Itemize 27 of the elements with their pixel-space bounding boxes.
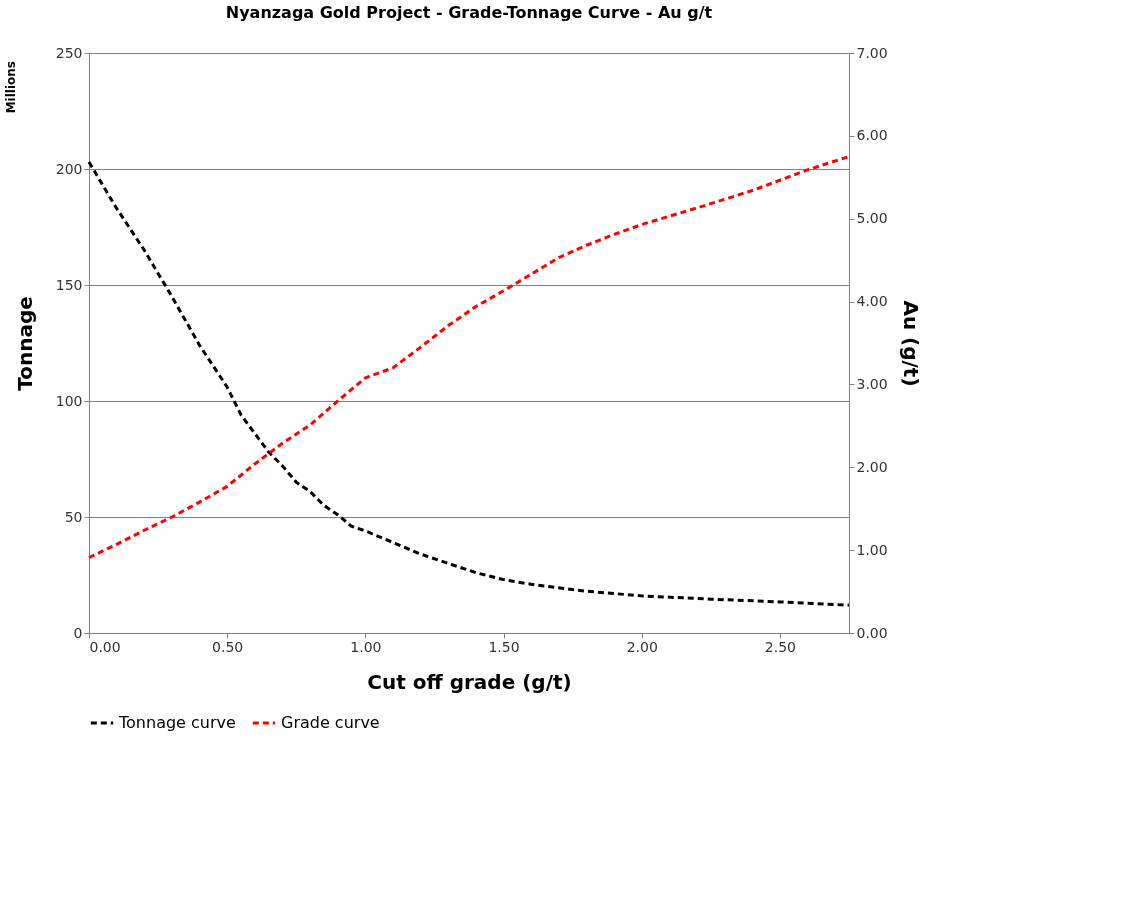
y-tick-label: 0: [73, 624, 83, 641]
y-tick-label: 100: [55, 392, 83, 409]
x-tick-label: 2.50: [764, 638, 796, 655]
y2-axis-title: Au (g/t): [898, 300, 923, 387]
y2-tick-label: 6.00: [856, 127, 888, 144]
y2-tick-label: 7.00: [856, 44, 888, 61]
y-tick-label: 250: [55, 44, 83, 61]
y2-tick-label: 2.00: [856, 458, 888, 475]
x-tick-label: 1.50: [488, 638, 520, 655]
y2-tick-label: 4.00: [856, 293, 888, 310]
x-tick-label: 1.00: [350, 638, 382, 655]
text: Millions: [4, 61, 18, 114]
y2-tick-label: 3.00: [856, 375, 888, 392]
y-tick-label: 50: [64, 508, 83, 525]
x-tick-label: 0.50: [212, 638, 244, 655]
x-tick-label: 0.00: [89, 638, 121, 655]
legend-label: Grade curve: [281, 713, 380, 732]
y-tick-label: 200: [55, 160, 83, 177]
y2-tick-label: 0.00: [856, 624, 888, 641]
y2-tick-label: 1.00: [856, 541, 888, 558]
y2-tick-label: 5.00: [856, 210, 888, 227]
x-tick-label: 2.00: [626, 638, 658, 655]
legend-label: Tonnage curve: [118, 713, 236, 732]
chart-title: Nyanzaga Gold Project - Grade-Tonnage Curve - Au g/t: [225, 3, 713, 22]
y-tick-label: 150: [55, 276, 83, 293]
x-axis-title: Cut off grade (g/t): [367, 669, 572, 694]
y-axis-title: Tonnage: [12, 296, 37, 391]
